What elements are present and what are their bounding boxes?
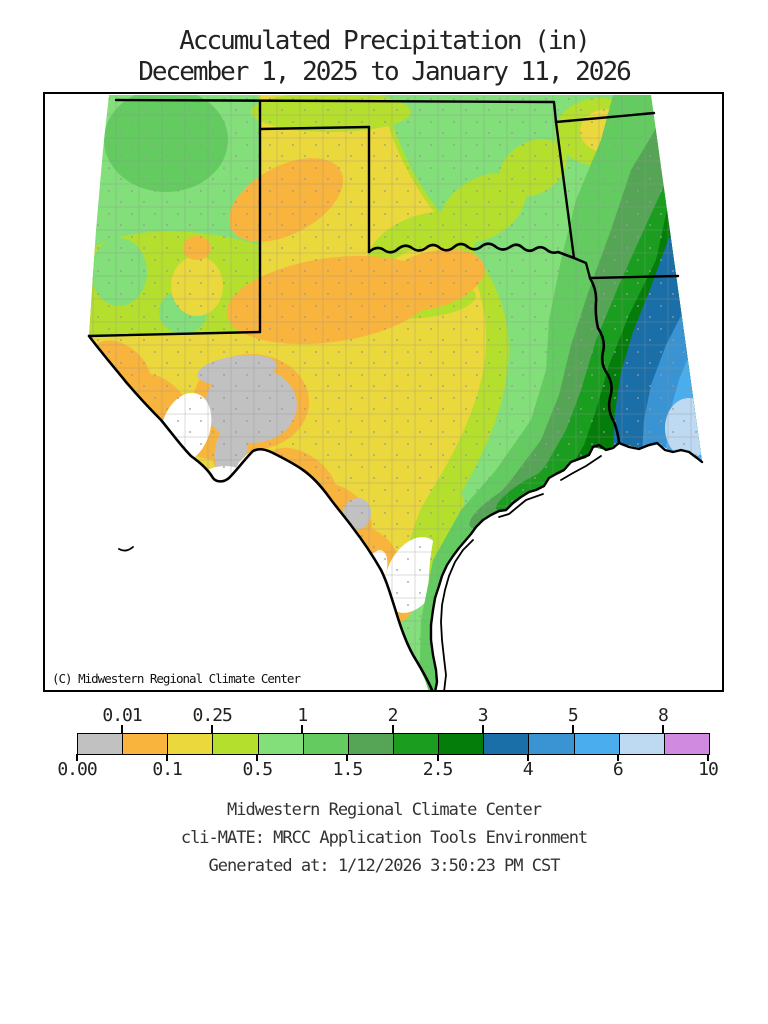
legend-label-0.1: 0.1 xyxy=(152,759,182,780)
legend-label-0.5: 0.5 xyxy=(242,759,273,780)
footer-generated-at: Generated at: 1/12/2026 3:50:23 PM CST xyxy=(208,856,561,876)
legend-tick xyxy=(616,754,619,761)
legend-class-3-4 xyxy=(484,734,530,754)
legend-label-6: 6 xyxy=(612,759,624,780)
footer: Midwestern Regional Climate Center cli-M… xyxy=(0,796,768,880)
legend-label-5: 5 xyxy=(567,705,579,726)
map-copyright: (C) Midwestern Regional Climate Center xyxy=(52,671,301,686)
legend-tick xyxy=(211,725,214,733)
legend-label-0.00: 0.00 xyxy=(57,759,97,780)
border-texas-panhandle-north xyxy=(258,125,371,131)
legend-class-6-8 xyxy=(619,734,665,754)
legend-tick xyxy=(166,754,169,761)
legend-class-0.5-1 xyxy=(258,734,304,754)
state-borders xyxy=(87,98,704,690)
legend-class-2.5-3 xyxy=(439,734,485,754)
legend-tick xyxy=(256,754,259,761)
coastline-louisiana xyxy=(617,441,704,464)
legend-tick xyxy=(391,725,394,733)
legend-tick xyxy=(346,754,349,761)
county-lines-overlay xyxy=(89,95,702,690)
map-frame: (C) Midwestern Regional Climate Center xyxy=(43,92,724,692)
map-title: Accumulated Precipitation (in) December … xyxy=(0,26,768,88)
title-line-2: December 1, 2025 to January 11, 2026 xyxy=(138,57,632,87)
coastline-texas xyxy=(429,441,621,690)
legend-class-0.25-0.5 xyxy=(213,734,259,754)
legend-bar xyxy=(77,733,710,755)
legend-label-2: 2 xyxy=(387,705,399,726)
barrier-island-matagorda xyxy=(498,493,544,518)
legend-tick xyxy=(661,725,664,733)
barrier-island-padre xyxy=(440,539,474,690)
legend-tick xyxy=(121,725,124,733)
border-sabine-river xyxy=(588,276,621,445)
legend-label-8: 8 xyxy=(658,705,669,726)
barrier-island-galveston xyxy=(560,455,602,481)
border-texas-arkansas-corner xyxy=(572,256,592,280)
precipitation-map xyxy=(87,95,704,690)
border-red-river xyxy=(367,242,576,260)
legend-label-3: 3 xyxy=(477,705,489,726)
legend-tick xyxy=(481,725,484,733)
legend-tick xyxy=(526,754,529,761)
border-arkansas-louisiana xyxy=(588,274,680,280)
title-line-1: Accumulated Precipitation (in) xyxy=(179,26,591,56)
legend-label-10: 10 xyxy=(698,759,719,780)
legend-class-0.1-0.25 xyxy=(168,734,214,754)
legend-label-0.25: 0.25 xyxy=(192,705,233,726)
legend-tick xyxy=(436,754,439,761)
legend-class-5-6 xyxy=(574,734,620,754)
legend-class-8-10 xyxy=(664,734,709,754)
legend-class-2-2.5 xyxy=(393,734,440,754)
legend-class-0.01-0.1 xyxy=(123,734,169,754)
fill-band-8to10 xyxy=(694,382,702,418)
legend-tick xyxy=(76,754,78,761)
legend-class-0.00-0.01 xyxy=(78,734,124,754)
legend-tick xyxy=(707,754,709,761)
mexico-lake-dash xyxy=(118,546,134,552)
precip-fill-regions xyxy=(89,95,702,690)
legend-label-4: 4 xyxy=(522,759,534,780)
border-rio-grande xyxy=(87,334,434,690)
legend-class-1.5-2 xyxy=(348,734,394,754)
legend-class-1-1.5 xyxy=(303,734,349,754)
legend-tick xyxy=(571,725,574,733)
legend-label-2.5: 2.5 xyxy=(422,759,453,780)
legend-tick xyxy=(301,725,304,733)
legend-class-4-5 xyxy=(529,734,575,754)
border-kansas-missouri-top xyxy=(114,98,656,124)
legend-label-1.5: 1.5 xyxy=(332,759,363,780)
footer-app: cli-MATE: MRCC Application Tools Environ… xyxy=(180,828,588,848)
border-newmexico-texas-32n xyxy=(87,330,262,338)
footer-org: Midwestern Regional Climate Center xyxy=(227,800,542,820)
border-oklahoma-arkansas xyxy=(554,120,576,260)
legend-label-1: 1 xyxy=(297,705,308,726)
legend-label-0.01: 0.01 xyxy=(102,705,142,726)
